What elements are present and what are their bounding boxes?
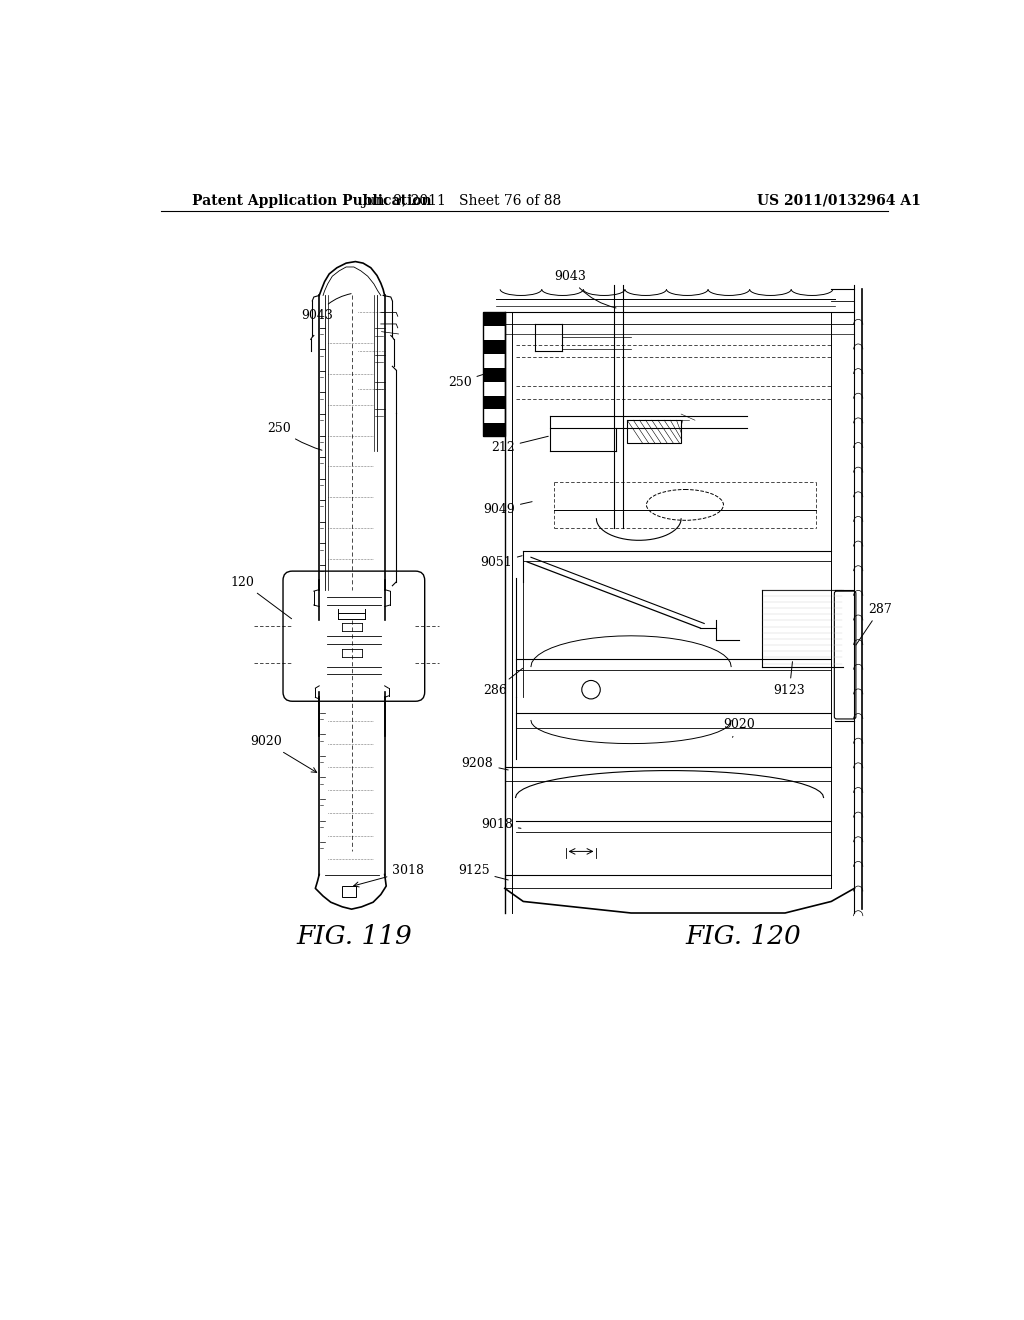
Text: 9043: 9043 [301,293,351,322]
Text: 3018: 3018 [353,865,424,887]
Bar [483,313,505,436]
Text: 212: 212 [490,437,548,454]
Text: 9049: 9049 [483,502,532,516]
Text: 120: 120 [230,576,292,619]
Text: 9018: 9018 [481,818,521,832]
Text: 250: 250 [447,371,494,388]
Text: US 2011/0132964 A1: US 2011/0132964 A1 [757,194,921,207]
Bar [483,313,505,326]
Text: Jun. 9, 2011   Sheet 76 of 88: Jun. 9, 2011 Sheet 76 of 88 [361,194,562,207]
Text: Patent Application Publication: Patent Application Publication [193,194,432,207]
Bar [483,424,505,437]
Bar [483,368,505,381]
Text: FIG. 119: FIG. 119 [296,924,412,949]
Text: 9125: 9125 [458,865,508,880]
Bar [483,396,505,409]
Text: FIG. 120: FIG. 120 [685,924,801,949]
Bar [342,886,356,896]
Bar [483,326,505,341]
Text: 9208: 9208 [462,756,508,770]
Text: 9020: 9020 [724,718,756,738]
Bar [483,381,505,396]
Text: 9051: 9051 [480,556,522,569]
Bar [628,420,681,444]
Text: 287: 287 [856,603,892,645]
Text: 250: 250 [267,422,322,450]
Text: 9123: 9123 [773,661,805,697]
Text: 9020: 9020 [250,735,316,772]
Bar [483,341,505,354]
Text: 286: 286 [483,668,522,697]
Bar [483,409,505,424]
Bar [483,354,505,368]
Text: 9043: 9043 [554,271,616,308]
